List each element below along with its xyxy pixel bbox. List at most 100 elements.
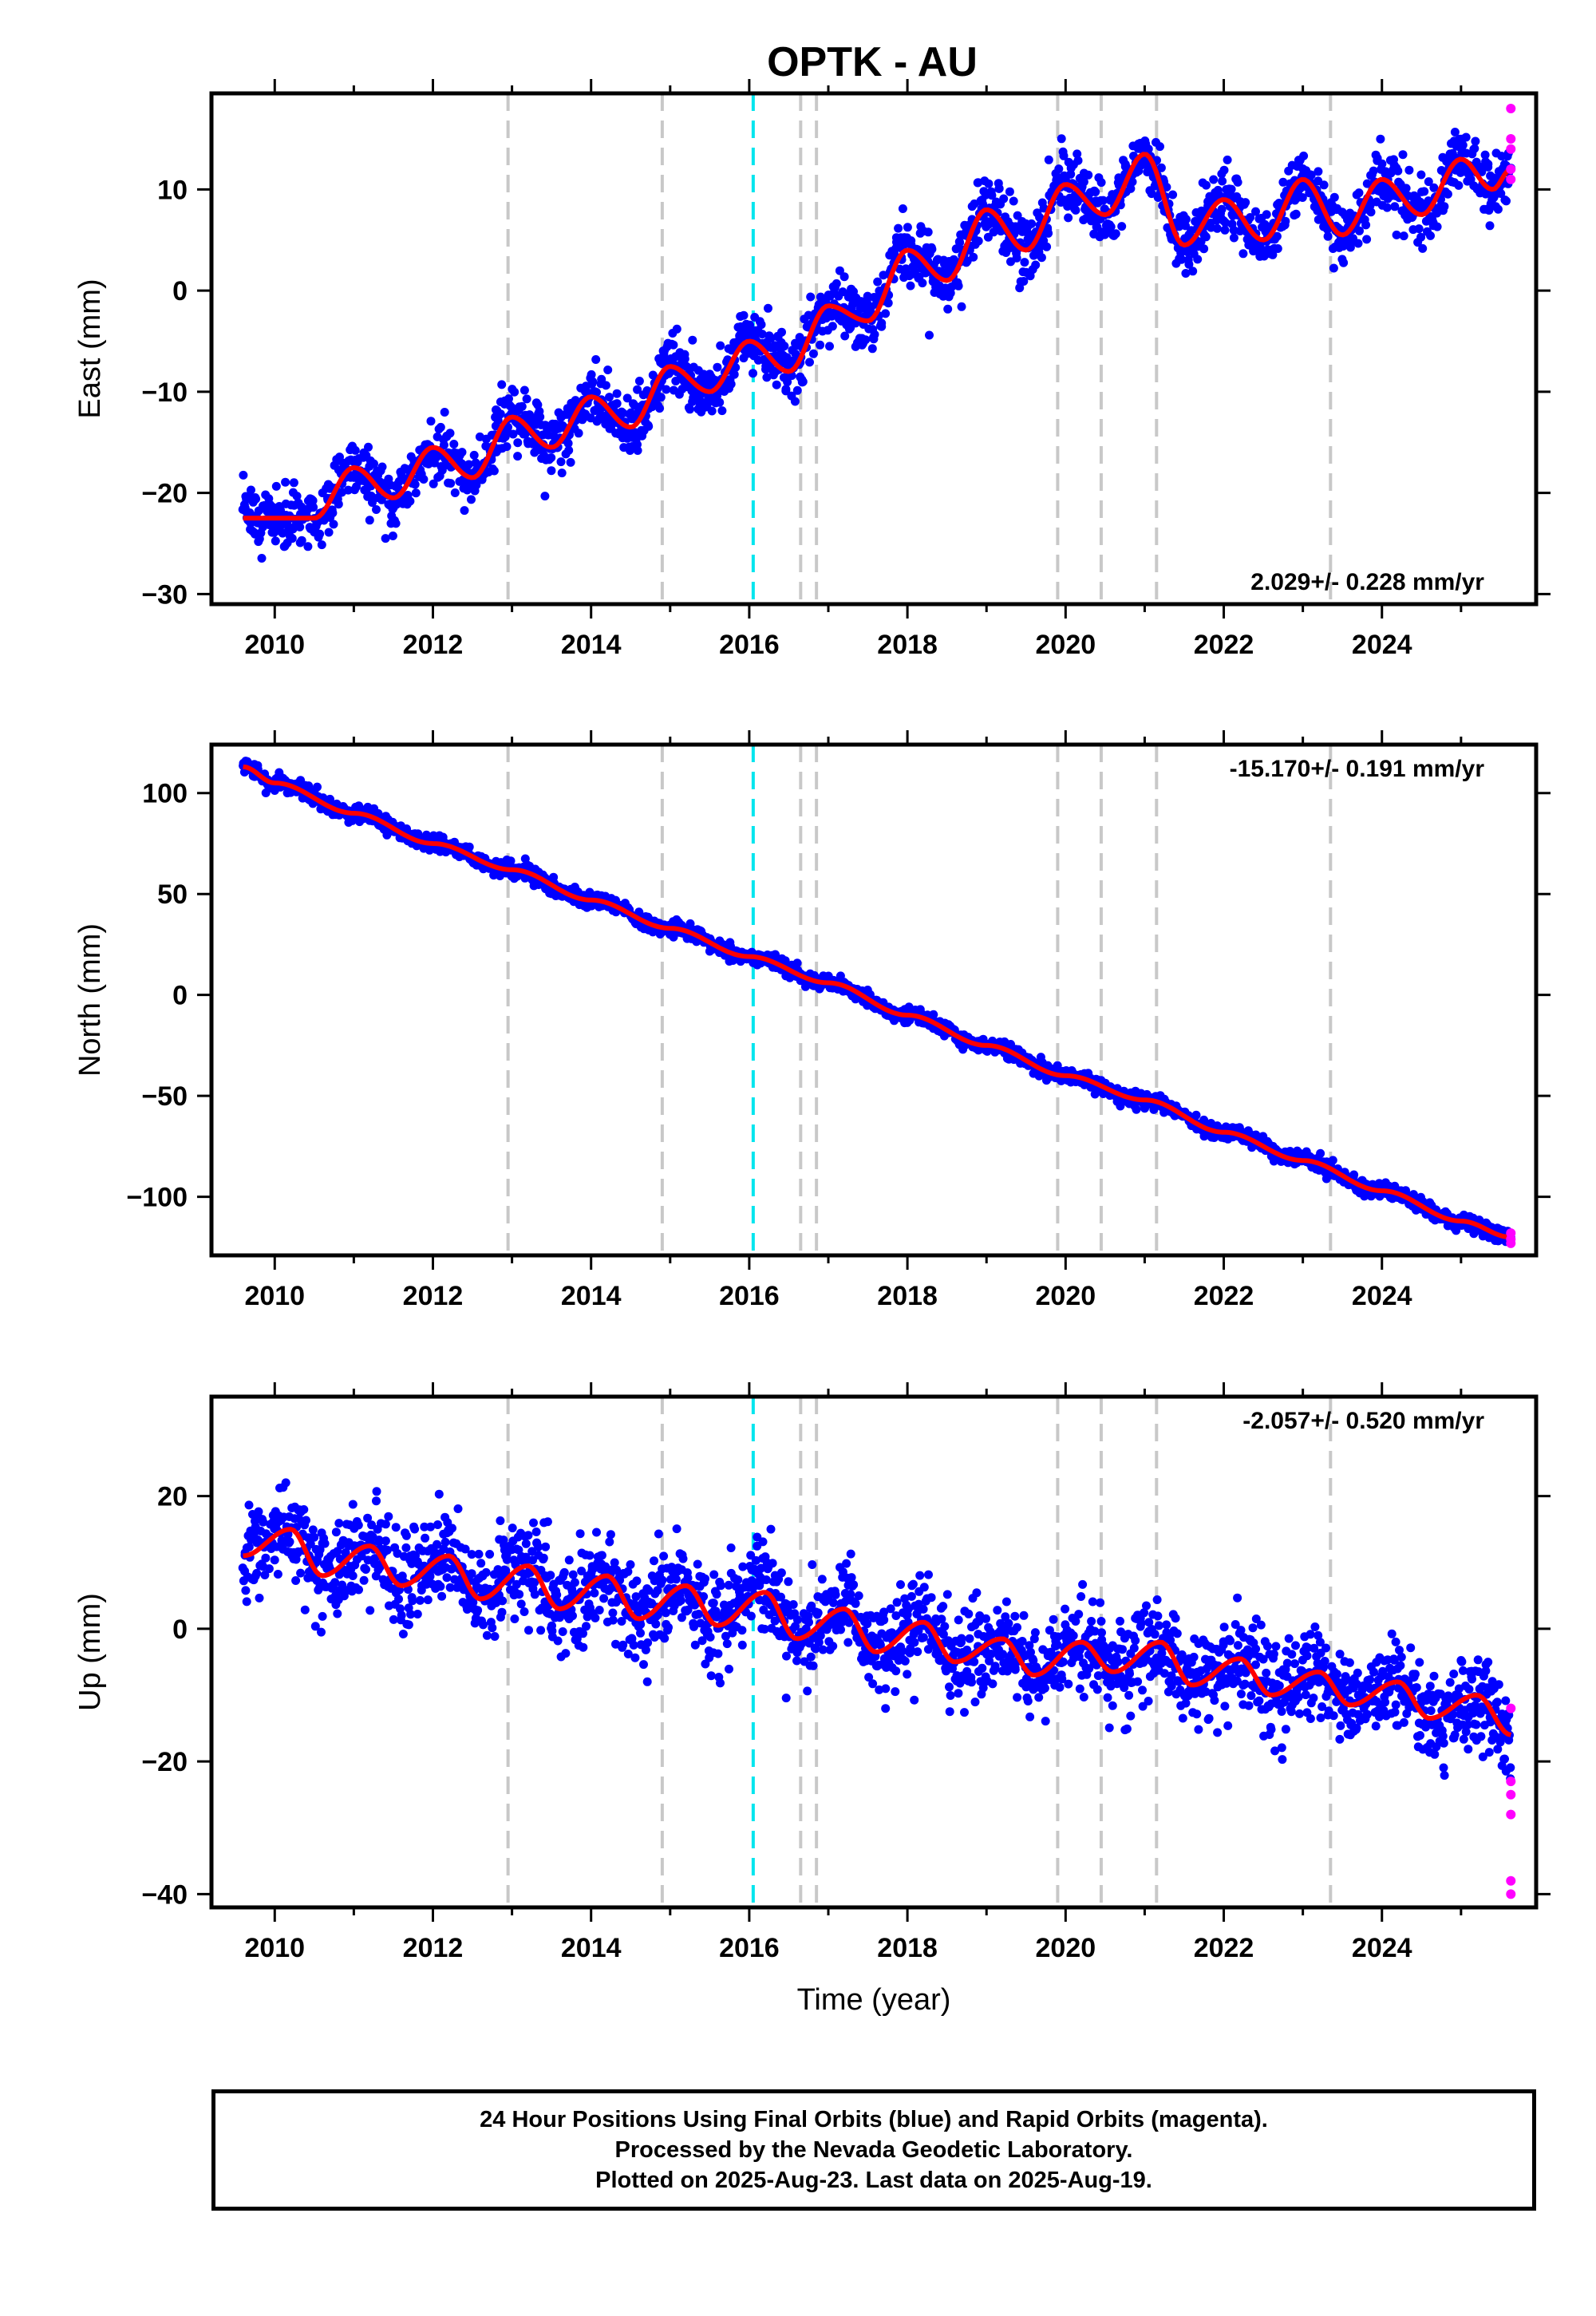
data-point: [264, 1564, 274, 1574]
final-orbit-points: [238, 128, 1516, 563]
data-point: [1162, 183, 1171, 192]
data-point: [433, 1520, 442, 1529]
data-point: [605, 393, 614, 402]
data-point: [925, 330, 934, 340]
rapid-orbit-point: [1506, 164, 1516, 175]
data-point: [881, 309, 891, 318]
data-point: [320, 1539, 330, 1548]
model-fit-line: [243, 764, 1511, 1240]
data-point: [739, 310, 749, 320]
data-point: [348, 1500, 358, 1509]
data-point: [450, 488, 460, 497]
y-tick-label: 0: [172, 981, 188, 1011]
data-point: [384, 1512, 393, 1521]
data-point: [354, 1585, 363, 1595]
data-point: [1020, 258, 1029, 267]
data-point: [410, 1524, 420, 1534]
data-point: [331, 1528, 341, 1537]
data-point: [440, 1537, 450, 1547]
data-point: [287, 534, 297, 543]
data-point: [1328, 1156, 1337, 1165]
data-point: [970, 199, 979, 208]
data-point: [1188, 267, 1198, 276]
data-point: [251, 494, 261, 504]
data-point: [955, 238, 965, 247]
data-point: [1227, 184, 1236, 194]
data-point: [764, 303, 772, 313]
data-point: [1212, 223, 1222, 233]
data-point: [281, 1478, 290, 1488]
data-point: [1241, 198, 1250, 207]
data-point: [271, 481, 281, 491]
data-point: [587, 370, 596, 379]
data-point: [401, 1531, 411, 1540]
data-point: [1454, 180, 1464, 190]
data-point: [328, 508, 338, 518]
velocity-rate-label: -15.170+/- 0.191 mm/yr: [1230, 756, 1485, 782]
data-point: [1416, 232, 1426, 242]
data-point: [464, 842, 474, 852]
data-point: [1314, 167, 1323, 176]
data-point: [1273, 244, 1282, 253]
data-point: [777, 327, 786, 337]
data-point: [303, 542, 313, 551]
data-point: [1156, 163, 1166, 172]
data-point: [1111, 229, 1120, 239]
data-point: [1376, 134, 1385, 144]
data-point: [329, 520, 338, 529]
data-point: [1202, 180, 1211, 190]
data-point: [563, 439, 573, 448]
data-point: [1184, 259, 1194, 269]
data-point: [1084, 170, 1093, 180]
x-tick-label: 2012: [403, 630, 464, 660]
data-point: [1354, 188, 1364, 198]
data-point: [377, 462, 387, 472]
data-point: [999, 194, 1009, 204]
y-axis-label: North (mm): [73, 923, 107, 1077]
data-point: [781, 386, 791, 396]
data-point: [313, 782, 322, 792]
data-point: [310, 1622, 320, 1631]
data-point: [1443, 189, 1452, 199]
data-point: [364, 442, 373, 452]
data-point: [268, 503, 278, 512]
data-point: [1480, 150, 1490, 160]
data-point: [1251, 207, 1260, 216]
panel-east: 2010 2012 2014 2016 2018 2020 2022 2024−30−20−1…: [73, 79, 1551, 660]
data-point: [762, 373, 772, 382]
data-point: [987, 191, 997, 200]
data-point: [798, 377, 808, 386]
data-point: [1377, 159, 1387, 168]
data-point: [504, 394, 513, 404]
data-point: [1246, 213, 1255, 222]
data-point: [510, 387, 519, 397]
data-point: [588, 377, 598, 386]
data-point: [1156, 142, 1164, 152]
data-point: [1031, 260, 1041, 270]
data-point: [808, 349, 818, 358]
data-point: [308, 496, 318, 505]
data-point: [1424, 177, 1433, 187]
data-point: [1223, 155, 1232, 164]
panel-up: 2010 2012 2014 2016 2018 2020 2022 2024−40−2002…: [73, 1382, 1551, 2017]
data-point: [974, 236, 983, 246]
data-point: [634, 377, 644, 385]
data-point: [326, 794, 334, 804]
data-point: [1496, 189, 1506, 198]
y-tick-label: −50: [141, 1081, 188, 1112]
data-point: [603, 366, 613, 374]
data-point: [715, 397, 725, 407]
data-point: [547, 466, 556, 476]
data-point: [877, 322, 887, 331]
data-point: [672, 324, 681, 334]
data-point: [421, 1533, 430, 1543]
data-point: [476, 1559, 486, 1568]
data-point: [481, 1567, 491, 1577]
data-point: [257, 554, 267, 563]
data-point: [1071, 205, 1080, 215]
data-point: [285, 1537, 294, 1547]
data-point: [873, 277, 883, 287]
data-point: [255, 1593, 264, 1603]
data-point: [790, 397, 800, 406]
